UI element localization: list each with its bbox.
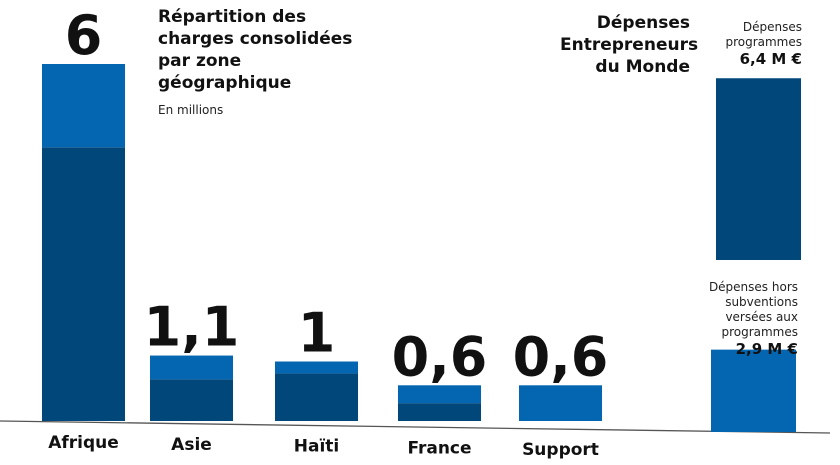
chart-title: Répartition des charges consolidées par … — [158, 7, 353, 93]
total-label: 1 — [298, 302, 336, 365]
chart-subtitle: En millions — [158, 103, 224, 117]
category-label: France — [407, 438, 471, 458]
total-label: 0,6 — [513, 325, 609, 388]
bar-segment — [398, 385, 481, 404]
bar-segment — [42, 147, 125, 422]
bar-segment — [150, 355, 233, 380]
total-label: 0,6 — [392, 325, 488, 388]
right-bar-label-1: Dépenses hors subventions versées aux pr… — [690, 280, 798, 357]
baseline — [0, 420, 831, 434]
bar-segment — [275, 361, 358, 374]
value-label: 2,9 M € — [735, 340, 798, 358]
category-label: Haïti — [294, 437, 339, 457]
bar — [716, 78, 801, 261]
bar-segment — [398, 403, 481, 421]
total-label: 6 — [65, 4, 103, 67]
bar-segment — [42, 64, 125, 148]
bar-segment — [519, 385, 602, 421]
category-label: Afrique — [48, 433, 119, 453]
category-label: Asie — [171, 435, 212, 455]
total-label: 1,1 — [144, 296, 240, 359]
bar-segment — [275, 373, 358, 421]
bar — [711, 349, 796, 432]
right-bar-label-0: Dépenses programmes 6,4 M € — [690, 20, 802, 67]
category-label: Dépenses programmes — [725, 20, 802, 49]
bar-segment — [150, 379, 233, 421]
category-label: Support — [522, 440, 599, 460]
right-chart-title: Dépenses Entrepreneurs du Monde — [560, 13, 699, 77]
category-label: Dépenses hors subventions versées aux pr… — [708, 280, 798, 339]
value-label: 6,4 M € — [739, 50, 802, 68]
